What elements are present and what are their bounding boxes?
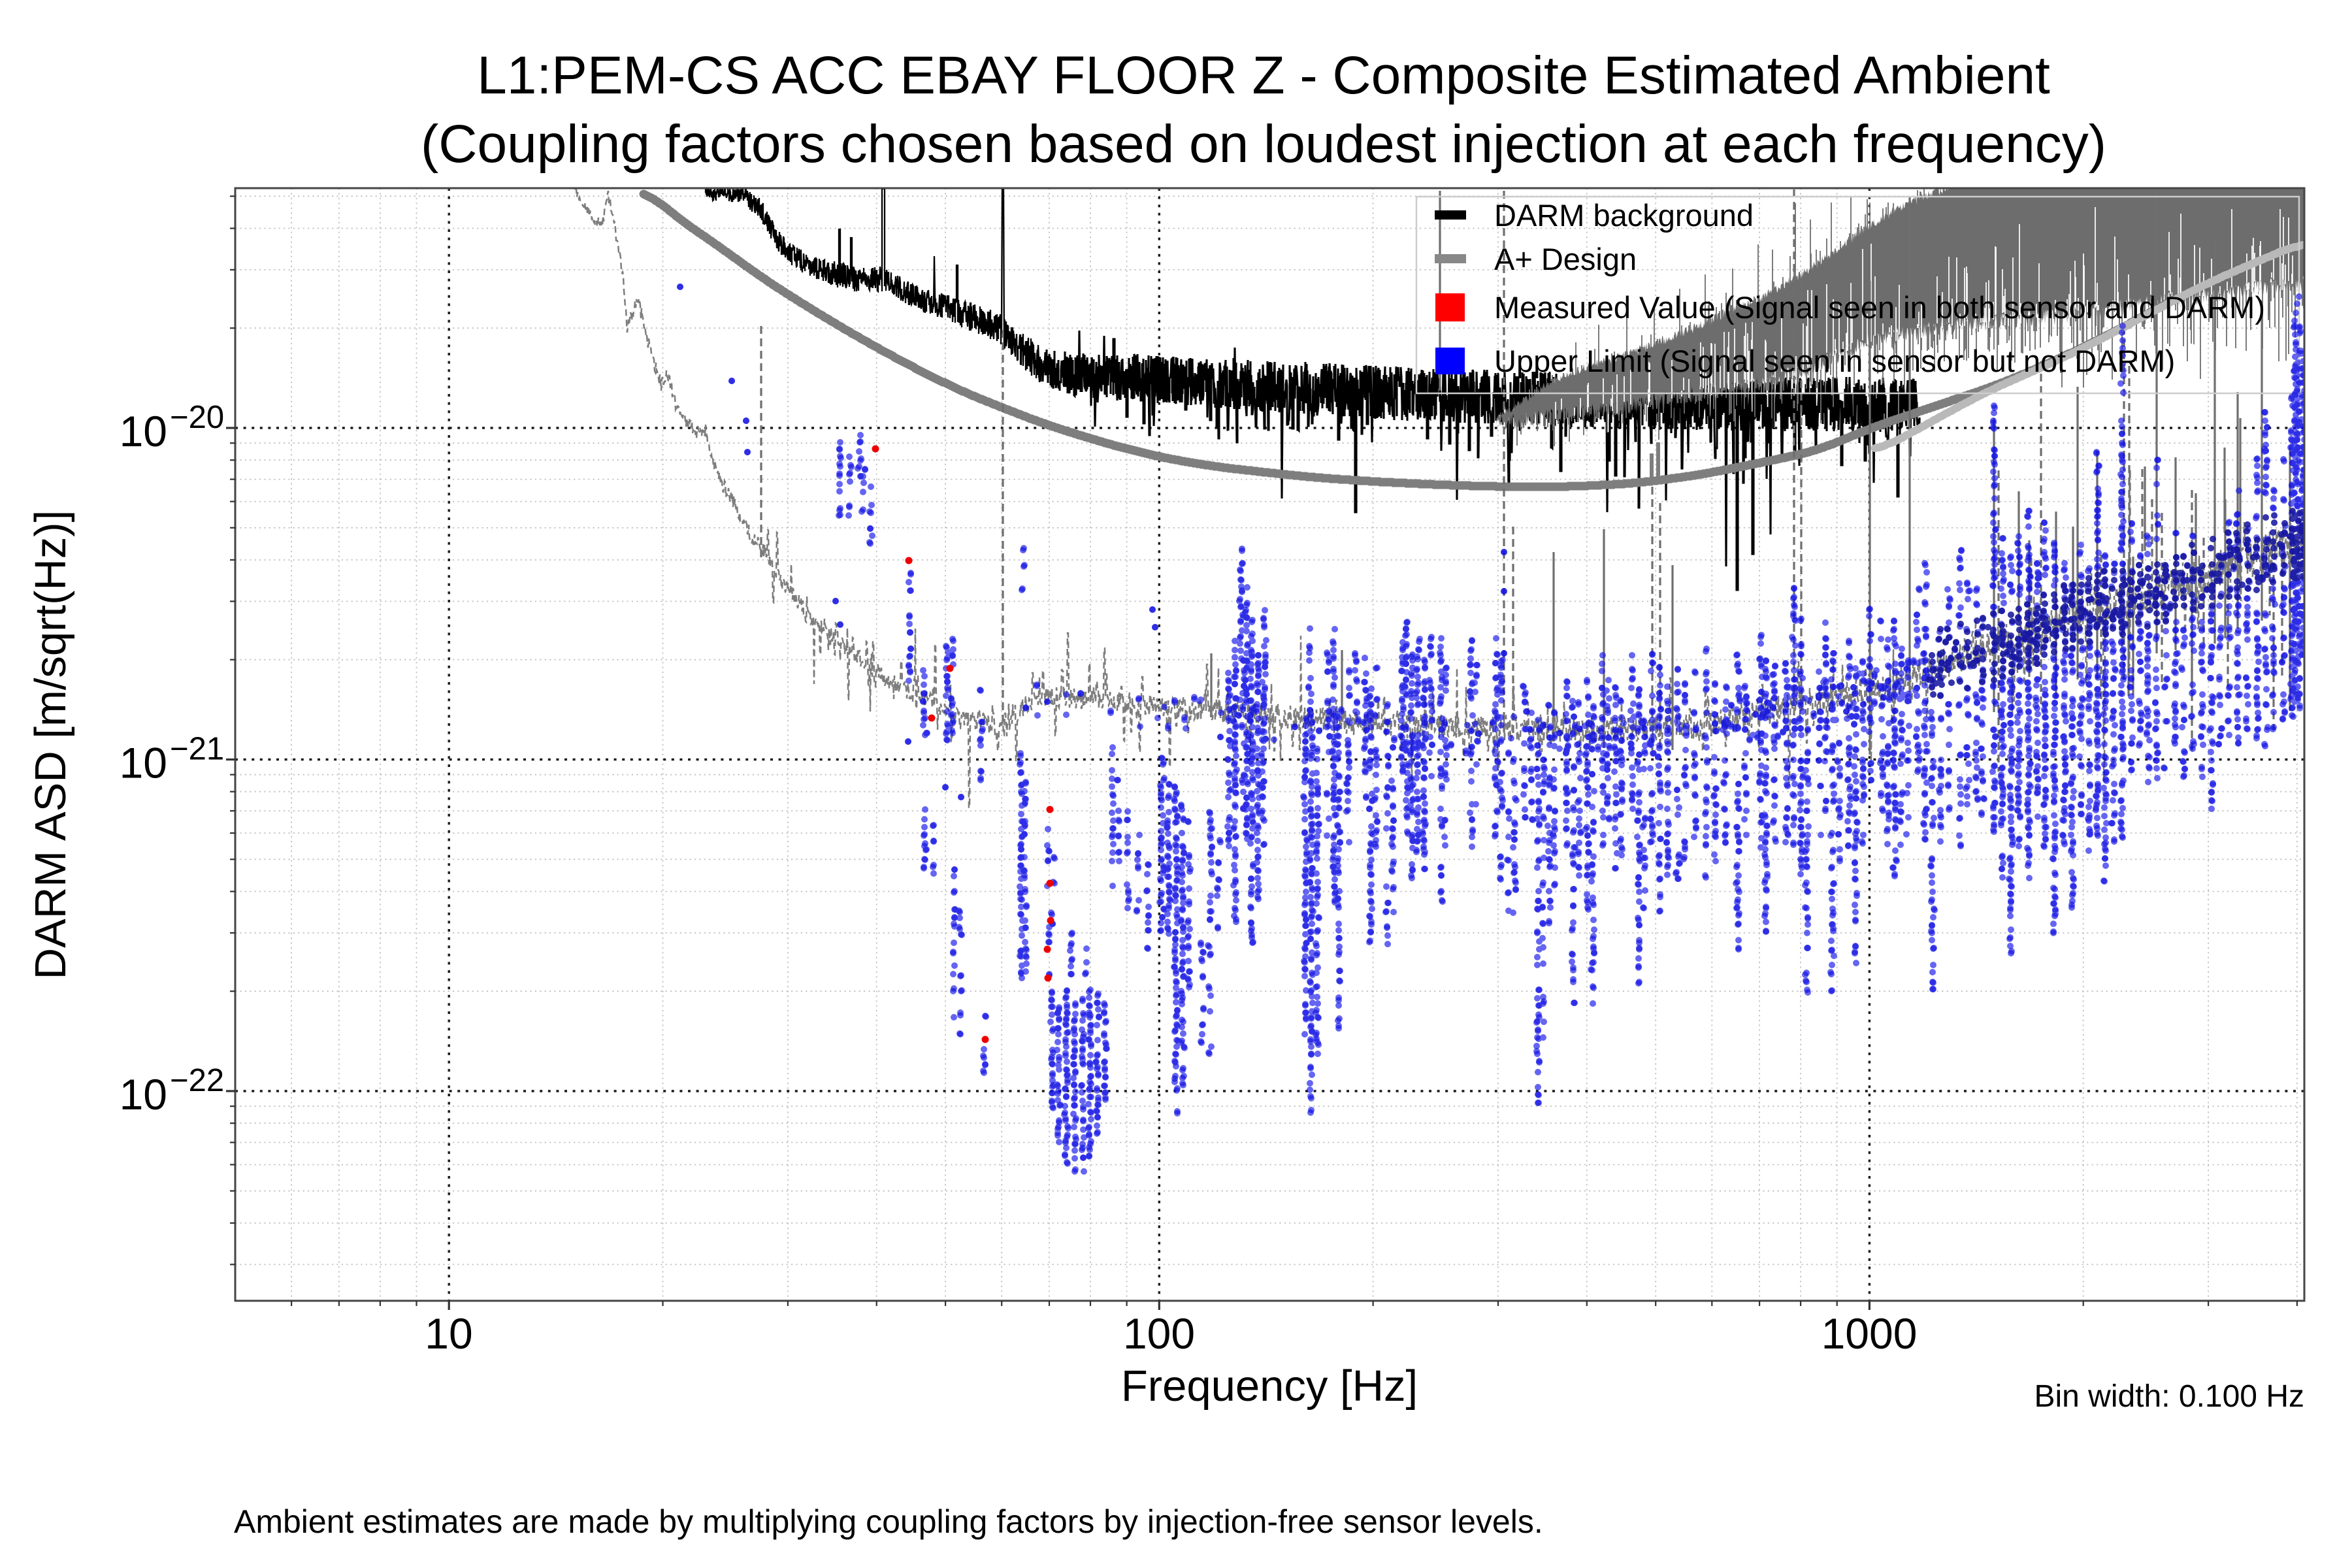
svg-text:DARM ASD [m/sqrt(Hz)]: DARM ASD [m/sqrt(Hz)] xyxy=(26,510,75,979)
svg-text:−21: −21 xyxy=(170,732,224,767)
svg-text:DARM background: DARM background xyxy=(1494,198,1754,233)
svg-text:L1:PEM-CS ACC EBAY FLOOR Z - C: L1:PEM-CS ACC EBAY FLOOR Z - Composite E… xyxy=(477,46,2050,105)
svg-text:Bin width: 0.100 Hz: Bin width: 0.100 Hz xyxy=(2034,1379,2304,1414)
svg-text:−22: −22 xyxy=(170,1063,224,1098)
svg-text:Upper Limit (Signal seen in se: Upper Limit (Signal seen in sensor but n… xyxy=(1494,344,2175,378)
svg-text:10: 10 xyxy=(425,1309,472,1358)
svg-text:10: 10 xyxy=(120,739,167,787)
svg-text:Frequency [Hz]: Frequency [Hz] xyxy=(1121,1362,1418,1411)
svg-text:(Coupling factors chosen based: (Coupling factors chosen based on loudes… xyxy=(421,114,2106,174)
svg-text:100: 100 xyxy=(1123,1309,1195,1358)
svg-text:A+ Design: A+ Design xyxy=(1494,242,1637,276)
svg-text:Measured Value (Signal seen in: Measured Value (Signal seen in both sens… xyxy=(1494,290,2265,325)
svg-text:10: 10 xyxy=(120,407,167,455)
svg-text:1000: 1000 xyxy=(1821,1309,1918,1358)
svg-text:10: 10 xyxy=(120,1070,167,1119)
svg-text:−20: −20 xyxy=(170,400,224,435)
svg-text:Ambient estimates are made by: Ambient estimates are made by multiplyin… xyxy=(234,1503,1543,1540)
